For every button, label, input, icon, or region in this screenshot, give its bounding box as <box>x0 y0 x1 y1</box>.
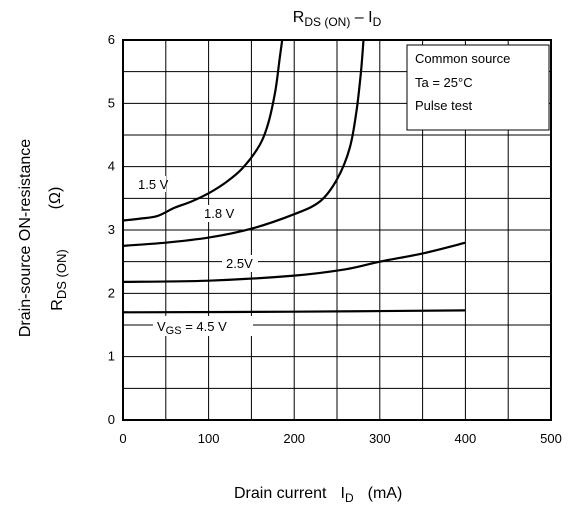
x-tick-label: 200 <box>283 431 305 446</box>
x-axis-title: Drain current ID (mA) <box>234 485 402 505</box>
chart-title: RDS (ON) – ID <box>293 9 382 29</box>
label-bg-3 <box>222 255 258 272</box>
series-label-1.5v: 1.5 V <box>138 177 169 192</box>
y-axis-unit: (Ω) <box>47 187 64 210</box>
y-axis-title: Drain-source ON-resistance <box>17 139 34 337</box>
note-line-2: Ta = 25°C <box>415 75 473 90</box>
y-tick-label: 0 <box>108 412 115 427</box>
y-axis-symbol: RDS (ON) (Ω) <box>47 187 69 311</box>
label-bg-1 <box>134 176 166 192</box>
x-tick-label: 400 <box>455 431 477 446</box>
y-axis-title-line1: Drain-source ON-resistance <box>17 139 34 337</box>
plot-frame <box>122 39 552 421</box>
tick-labels: 0 100 200 300 400 500 0 1 2 3 4 5 6 <box>108 32 562 446</box>
y-tick-label: 6 <box>108 32 115 47</box>
x-tick-label: 300 <box>369 431 391 446</box>
series-line-4 <box>122 309 466 314</box>
note-line-1: Common source <box>415 51 510 66</box>
series-line-1 <box>122 39 284 222</box>
label-bg-4 <box>153 316 253 336</box>
curves <box>122 39 466 314</box>
x-tick-label: 0 <box>119 431 126 446</box>
y-tick-label: 4 <box>108 159 115 174</box>
y-tick-label: 1 <box>108 349 115 364</box>
y-tick-label: 3 <box>108 222 115 237</box>
series-label-4.5v: VGS = 4.5 V <box>157 319 227 337</box>
conditions-note: Common source Ta = 25°C Pulse test <box>406 44 550 131</box>
y-axis-title-line2: RDS (ON) <box>49 249 69 310</box>
series-line-2 <box>122 39 365 247</box>
y-tick-label: 5 <box>108 95 115 110</box>
x-tick-label: 100 <box>198 431 220 446</box>
x-tick-label: 500 <box>540 431 562 446</box>
label-bg-2 <box>200 205 234 222</box>
note-line-3: Pulse test <box>415 98 472 113</box>
series-label-1.8v: 1.8 V <box>204 206 235 221</box>
series-label-2.5v: 2.5V <box>226 256 253 271</box>
y-tick-label: 2 <box>108 285 115 300</box>
grid <box>123 40 551 420</box>
series-line-3 <box>122 241 466 283</box>
note-box <box>406 44 550 131</box>
